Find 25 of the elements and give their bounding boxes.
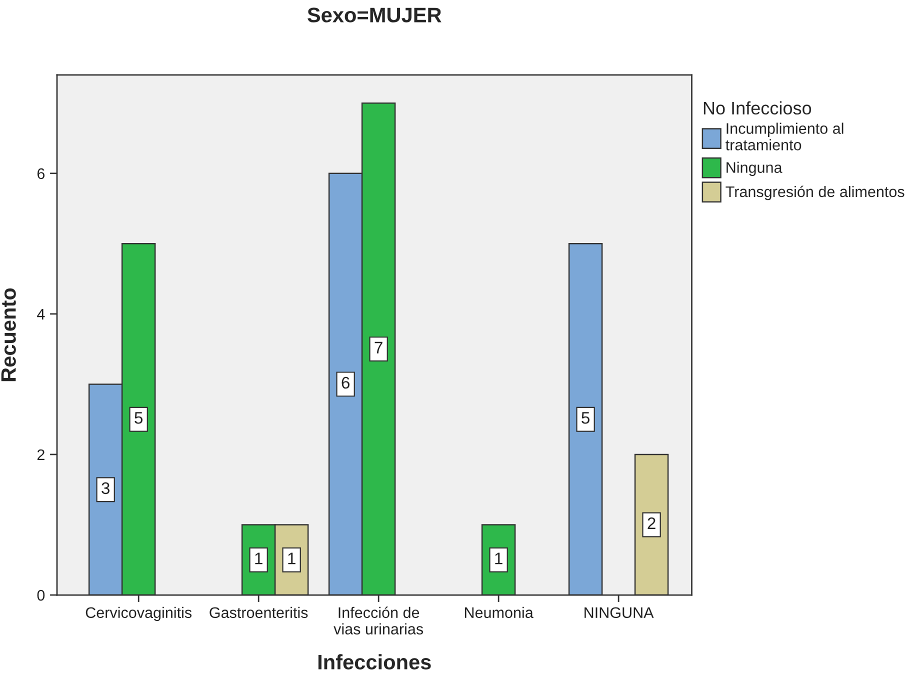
data-label: 5 — [134, 412, 143, 424]
y-tick-label: 4 — [37, 308, 45, 320]
y-tick-label: 0 — [37, 590, 45, 601]
x-tick-label: Gastroenteritis — [210, 606, 308, 618]
data-label: 3 — [102, 482, 110, 494]
x-axis-title: Infecciones — [318, 654, 431, 670]
x-tick-label: Neumonia — [465, 606, 534, 618]
legend-label: Ninguna — [726, 162, 782, 176]
x-tick-label: NINGUNA — [584, 607, 654, 618]
y-tick-label: 2 — [37, 449, 44, 460]
data-label: 5 — [582, 412, 590, 424]
data-label: 6 — [342, 376, 350, 389]
data-label: 1 — [255, 552, 262, 564]
x-tick-label: Infección de vias urinarias — [334, 606, 424, 634]
data-label: 1 — [288, 552, 296, 564]
data-label: 7 — [374, 342, 382, 354]
legend-title: No Infeccioso — [704, 101, 812, 115]
legend-label: Incumplimiento al tratamiento — [726, 122, 844, 150]
legend-label: Transgresión de alimentos — [726, 186, 904, 200]
chart-title: Sexo=MUJER — [308, 8, 442, 22]
x-tick-label: Cervicovaginitis — [86, 606, 192, 622]
data-label: 2 — [648, 517, 656, 530]
y-axis-title: Recuento — [1, 288, 16, 382]
y-tick-label: 6 — [37, 168, 45, 180]
data-label: 1 — [495, 552, 502, 564]
